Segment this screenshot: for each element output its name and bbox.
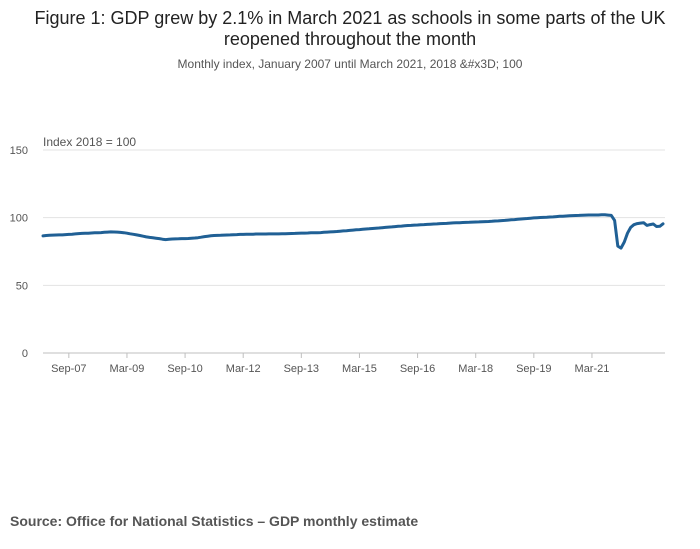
x-tick-label: Mar-12 bbox=[226, 363, 261, 375]
chart-title: Figure 1: GDP grew by 2.1% in March 2021… bbox=[34, 8, 666, 49]
x-tick-label: Sep-10 bbox=[167, 363, 202, 375]
x-tick-label: Sep-13 bbox=[284, 363, 319, 375]
gridlines bbox=[43, 149, 665, 354]
x-tick-label: Mar-15 bbox=[342, 363, 377, 375]
y-axis: 0 50 100 150 bbox=[10, 145, 28, 360]
x-axis: Sep-07 Mar-09 Sep-10 Mar-12 Sep-13 Mar-15 Sep-… bbox=[51, 353, 609, 375]
x-tick-label: Mar-21 bbox=[575, 363, 610, 375]
y-tick-label: 50 bbox=[16, 280, 28, 292]
y-tick-label: 150 bbox=[10, 145, 28, 157]
x-tick-label: Sep-07 bbox=[51, 363, 86, 375]
series-line bbox=[41, 213, 665, 250]
x-tick-label: Sep-16 bbox=[400, 363, 435, 375]
y-axis-label: Index 2018 = 100 bbox=[43, 135, 136, 149]
source-note: Source: Office for National Statistics –… bbox=[10, 513, 419, 529]
x-tick-label: Mar-18 bbox=[458, 363, 493, 375]
x-tick-label: Sep-19 bbox=[516, 363, 551, 375]
chart-subtitle: Monthly index, January 2007 until March … bbox=[177, 57, 523, 71]
series-group bbox=[41, 213, 665, 250]
y-tick-label: 100 bbox=[10, 213, 28, 225]
x-tick-label: Mar-09 bbox=[110, 363, 145, 375]
y-tick-label: 0 bbox=[22, 348, 28, 360]
